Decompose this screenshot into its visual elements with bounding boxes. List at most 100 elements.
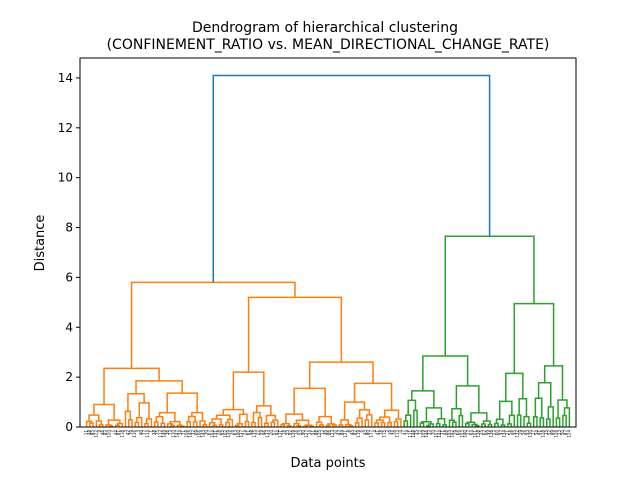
leaf-label: 53	[297, 430, 302, 436]
leaf-label: 81	[116, 430, 121, 436]
leaf-label: 147	[174, 430, 179, 438]
leaf-label: 148	[411, 430, 416, 438]
dendrogram-link	[186, 421, 192, 427]
leaf-label: 136	[489, 430, 494, 438]
leaf-label: 143	[200, 430, 205, 438]
y-tick-label: 2	[65, 370, 73, 384]
y-tick-label: 14	[58, 71, 73, 85]
leaf-label: 120	[106, 430, 111, 438]
leaf-label: 45	[349, 430, 354, 436]
chart-subtitle: (CONFINEMENT_RATIO vs. MEAN_DIRECTIONAL_…	[107, 37, 550, 53]
leaf-label: 77	[142, 430, 147, 436]
dendrogram-link	[435, 422, 441, 427]
leaf-label: 103	[459, 430, 464, 438]
dendrogram-link	[116, 422, 124, 427]
dendrogram-link	[448, 419, 456, 427]
y-axis: 0 2 4 6 8 10 12 14	[58, 71, 80, 434]
leaf-label: 20	[268, 430, 273, 436]
leaf-label: 13	[557, 430, 562, 436]
y-tick-label: 0	[65, 420, 73, 434]
dendrogram-link	[366, 414, 373, 427]
dendrogram-link	[211, 418, 222, 425]
dendrogram-link	[555, 417, 561, 427]
dendrogram-link	[127, 419, 133, 427]
dendrogram-link	[226, 418, 234, 427]
dendrogram-link	[270, 421, 276, 427]
leaf-label: 65	[220, 430, 225, 436]
dendrogram-link	[257, 416, 263, 427]
leaf-label: 133	[265, 430, 270, 438]
leaf-label: 96	[262, 430, 267, 436]
leaf-label: 32	[191, 430, 196, 436]
dendrogram-link	[498, 400, 513, 420]
leaf-label: 95	[511, 430, 516, 436]
y-axis-label: Distance	[33, 215, 48, 272]
leaf-label: 108	[184, 430, 189, 438]
dendrogram-link	[144, 422, 149, 427]
dendrogram-link	[212, 74, 491, 283]
dendrogram-link	[327, 423, 336, 426]
dendrogram-link	[202, 423, 208, 427]
plot-area	[85, 74, 571, 428]
dendrogram-link	[411, 390, 435, 408]
dendrogram-link	[425, 407, 443, 422]
leaf-label: 55	[285, 430, 290, 436]
dendrogram-link	[176, 424, 183, 427]
dendrogram-link	[422, 355, 469, 391]
leaf-label: 36	[165, 430, 170, 436]
dendrogram-link	[130, 281, 296, 369]
dendrogram-link	[383, 409, 400, 419]
dendrogram-link	[343, 401, 366, 420]
leaf-label: 16	[294, 430, 299, 436]
leaf-label: 138	[476, 430, 481, 438]
dendrogram-link	[272, 419, 279, 427]
dendrogram-link	[153, 421, 159, 427]
dendrogram-link	[494, 422, 499, 427]
leaf-label: 40	[139, 430, 144, 436]
leaf-label: 69	[194, 430, 199, 436]
dendrogram-link	[135, 380, 183, 394]
leaf-label: 82	[353, 430, 358, 436]
plot-frame	[79, 57, 577, 428]
leaf-label: 24	[242, 430, 247, 436]
dendrogram-link	[103, 367, 160, 405]
leaf-label: 70	[430, 430, 435, 436]
dendrogram-link	[508, 414, 516, 427]
leaf-label: 33	[427, 430, 432, 436]
leaf-label: 43	[362, 430, 367, 436]
dendrogram-link	[563, 407, 571, 427]
leaf-label: 129	[291, 430, 296, 438]
dendrogram-link	[444, 235, 535, 356]
dendrogram-link	[170, 424, 175, 427]
dendrogram-link	[244, 420, 250, 427]
leaf-label: 88	[314, 430, 319, 436]
leaf-label: 38	[152, 430, 157, 436]
leaf-label: 37	[401, 430, 406, 436]
x-axis-leaf-labels: 1148851229468312074481118542791163407711…	[84, 430, 572, 438]
leaf-label: 84	[340, 430, 345, 436]
dendrogram-link	[255, 405, 272, 416]
dendrogram-link	[534, 397, 543, 418]
leaf-label: 90	[301, 430, 306, 436]
leaf-label: 59	[259, 430, 264, 436]
dendrogram-link	[345, 423, 352, 427]
leaf-label: 113	[395, 430, 400, 438]
dendrogram-link	[364, 419, 370, 427]
leaf-label: 46	[100, 430, 105, 436]
leaf-label: 107	[434, 430, 439, 438]
dendrogram-link	[451, 421, 457, 427]
dendrogram-link	[215, 414, 231, 420]
leaf-label: 112	[158, 430, 163, 438]
dendrogram-link	[403, 420, 409, 427]
leaf-label: 149	[161, 430, 166, 438]
leaf-label: 97	[498, 430, 503, 436]
dendrogram-link	[470, 412, 488, 423]
leaf-label: 12	[320, 430, 325, 436]
leaf-label: 71	[181, 430, 186, 436]
dendrogram-link	[464, 422, 470, 427]
dendrogram-link	[166, 392, 198, 413]
leaf-label: 144	[437, 430, 442, 438]
leaf-label: 73	[168, 430, 173, 436]
leaf-label: 7	[110, 430, 115, 433]
